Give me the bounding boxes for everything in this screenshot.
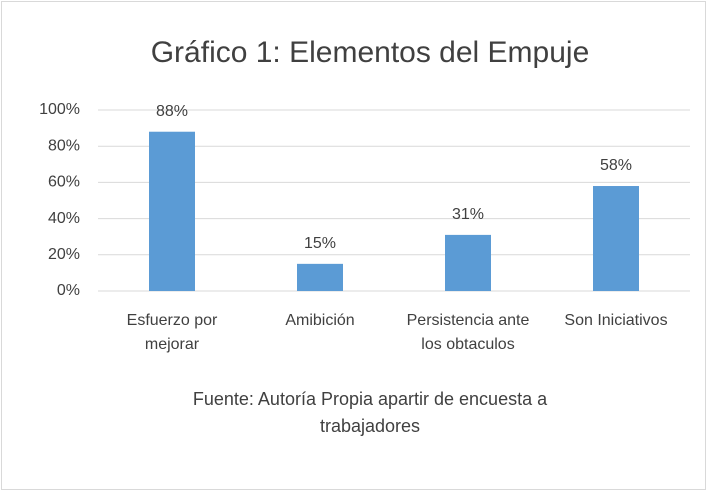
source-note: Fuente: Autoría Propia apartir de encues…	[192, 389, 548, 436]
x-tick-label: Persistencia ante los obtaculos	[406, 312, 530, 353]
bar	[445, 234, 491, 291]
y-tick-label: 80%	[48, 137, 80, 154]
y-tick-label: 60%	[48, 174, 80, 191]
data-label: 58%	[600, 157, 632, 174]
x-tick-label: Amibición	[285, 312, 355, 329]
x-tick-label: Son Iniciativos	[564, 312, 668, 329]
bar	[149, 131, 195, 291]
y-tick-label: 0%	[57, 282, 80, 299]
y-tick-label: 40%	[48, 210, 80, 227]
bar	[593, 186, 639, 291]
data-label: 31%	[452, 206, 484, 223]
data-label: 88%	[156, 103, 188, 120]
y-tick-label: 100%	[39, 101, 80, 118]
bar	[297, 263, 343, 291]
x-tick-label: Esfuerzo por mejorar	[126, 312, 218, 353]
y-tick-label: 20%	[48, 246, 80, 263]
chart-title: Gráfico 1: Elementos del Empuje	[151, 36, 590, 69]
data-label: 15%	[304, 235, 336, 252]
